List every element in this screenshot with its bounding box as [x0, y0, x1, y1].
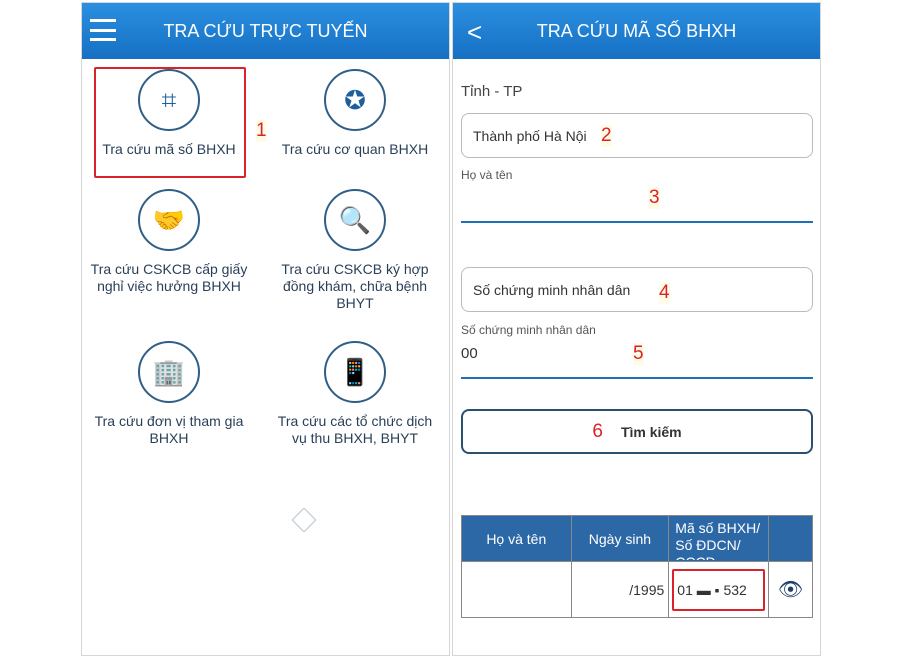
- lookup-cskcb-contract[interactable]: 🔍 Tra cứu CSKCB ký hợp đồng khám, chữa bệ…: [270, 189, 440, 312]
- phone-search-icon: 📱: [324, 341, 386, 403]
- item-label: Tra cứu đơn vị tham gia BHXH: [94, 413, 244, 446]
- back-arrow-icon[interactable]: <: [467, 17, 483, 47]
- col-name: Họ và tên: [461, 515, 572, 562]
- building-person-icon: 🏢: [138, 341, 200, 403]
- col-code: Mã số BHXH/ Số ĐDCN/ CCCD: [668, 515, 770, 562]
- annotation-2: 2: [601, 125, 612, 147]
- handshake-document-icon: 🤝: [138, 189, 200, 251]
- header: < TRA CỨU MÃ SỐ BHXH: [453, 3, 820, 59]
- col-view: [768, 515, 813, 562]
- results-table: Họ và tên Ngày sinh Mã số BHXH/ Số ĐDCN/…: [461, 515, 813, 618]
- lookup-collection-services[interactable]: 📱 Tra cứu các tổ chức dịch vụ thu BHXH, B…: [270, 341, 440, 447]
- lookup-bhxh-code[interactable]: ⌗ Tra cứu mã số BHXH: [84, 69, 254, 158]
- item-label: Tra cứu cơ quan BHXH: [281, 141, 429, 157]
- province-value: Thành phố Hà Nội: [473, 127, 587, 144]
- lookup-cskcb-leave[interactable]: 🤝 Tra cứu CSKCB cấp giấy nghỉ việc hưởng …: [84, 189, 254, 295]
- cell-name: [461, 561, 572, 618]
- annotation-5: 5: [633, 343, 644, 365]
- qr-code-icon: ⌗: [138, 69, 200, 131]
- name-input[interactable]: [461, 189, 761, 209]
- cell-code: 01 ▬ ▪ 532: [672, 568, 766, 611]
- item-label: Tra cứu CSKCB cấp giấy nghỉ việc hưởng B…: [90, 261, 248, 294]
- annotation-6: 6: [592, 420, 603, 442]
- lookup-participating-units[interactable]: 🏢 Tra cứu đơn vị tham gia BHXH: [84, 341, 254, 447]
- id-type-value: Số chứng minh nhân dân: [473, 281, 631, 298]
- province-select[interactable]: Thành phố Hà Nội: [461, 113, 813, 158]
- highlight-box: [94, 67, 246, 178]
- annotation-4: 4: [659, 282, 670, 304]
- col-dob: Ngày sinh: [570, 515, 670, 562]
- page-title: TRA CỨU TRỰC TUYẾN: [163, 20, 368, 41]
- province-label: Tỉnh - TP: [461, 83, 523, 100]
- lookup-bhxh-office[interactable]: ✪ Tra cứu cơ quan BHXH: [270, 69, 440, 158]
- search-button[interactable]: 6 Tìm kiếm: [461, 409, 813, 454]
- page-title: TRA CỨU MÃ SỐ BHXH: [536, 20, 737, 41]
- id-label: Số chứng minh nhân dân: [461, 323, 596, 337]
- id-underline: [461, 377, 813, 379]
- item-label: Tra cứu mã số BHXH: [102, 141, 236, 157]
- id-type-select[interactable]: Số chứng minh nhân dân: [461, 267, 813, 312]
- hamburger-menu-icon[interactable]: [90, 19, 116, 41]
- eye-icon[interactable]: 👁: [768, 561, 813, 618]
- item-label: Tra cứu các tổ chức dịch vụ thu BHXH, BH…: [277, 413, 433, 446]
- table-row: /1995 01 ▬ ▪ 532 👁: [461, 561, 813, 618]
- annotation-3: 3: [649, 187, 660, 209]
- header: TRA CỨU TRỰC TUYẾN: [82, 3, 449, 59]
- annotation-1: 1: [256, 120, 267, 142]
- name-label: Họ và tên: [461, 168, 513, 182]
- search-button-label: Tìm kiếm: [620, 423, 682, 440]
- cell-dob: /1995: [570, 561, 670, 618]
- document-search-icon: 🔍: [324, 189, 386, 251]
- watermark-logo: [291, 507, 317, 533]
- online-lookup-screen: TRA CỨU TRỰC TUYẾN ⌗ Tra cứu mã số BHXH ✪…: [81, 2, 450, 656]
- name-underline: [461, 221, 813, 223]
- item-label: Tra cứu CSKCB ký hợp đồng khám, chữa bện…: [281, 261, 429, 311]
- location-star-icon: ✪: [324, 69, 386, 131]
- bhxh-code-lookup-screen: < TRA CỨU MÃ SỐ BHXH Tỉnh - TP Thành phố…: [452, 2, 821, 656]
- id-input[interactable]: 00: [461, 345, 478, 362]
